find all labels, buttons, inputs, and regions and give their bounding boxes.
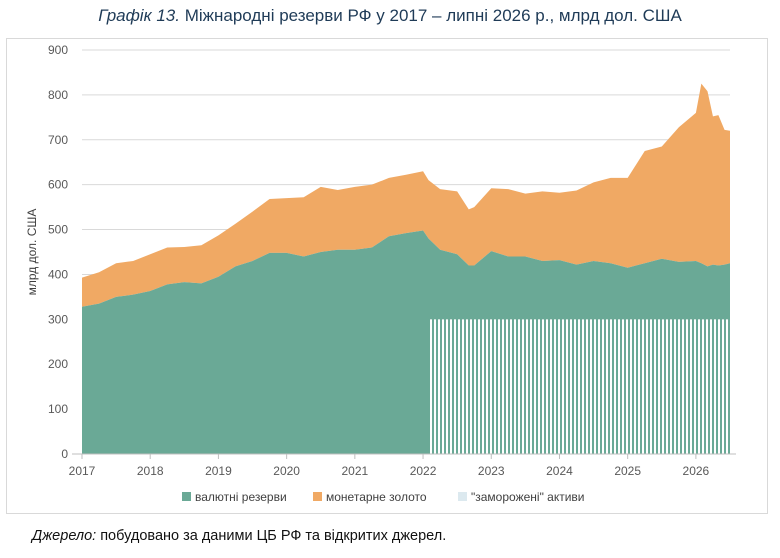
x-tick-label: 2017 bbox=[69, 464, 96, 478]
gold-area bbox=[82, 83, 730, 307]
x-tick-label: 2025 bbox=[614, 464, 641, 478]
x-tick-label: 2018 bbox=[137, 464, 164, 478]
source-text: побудовано за даними ЦБ РФ та відкритих … bbox=[100, 528, 447, 544]
legend: валютні резерви монетарне золото "замороже… bbox=[182, 490, 585, 504]
y-axis-label: млрд дол. США bbox=[25, 209, 39, 296]
y-tick-label: 400 bbox=[48, 267, 68, 281]
legend-label: валютні резерви bbox=[195, 490, 287, 504]
legend-swatch bbox=[458, 492, 467, 501]
axes: 0 100 200 300 400 500 600 700 800 900 2017 2018 2019… bbox=[25, 43, 736, 478]
x-tick-label: 2021 bbox=[341, 464, 368, 478]
x-tick-label: 2020 bbox=[273, 464, 300, 478]
source-note: Джерело: побудовано за даними ЦБ РФ та в… bbox=[32, 528, 446, 544]
y-tick-label: 900 bbox=[48, 43, 68, 57]
legend-label: "заморожені" активи bbox=[471, 490, 585, 504]
chart-title: Графік 13. Міжнародні резерви РФ у 2017 … bbox=[0, 6, 780, 26]
y-tick-label: 200 bbox=[48, 357, 68, 371]
legend-swatch bbox=[313, 492, 322, 501]
chart-area: 0 100 200 300 400 500 600 700 800 900 2017 2018 2019… bbox=[25, 43, 736, 504]
x-tick-label: 2026 bbox=[683, 464, 710, 478]
x-tick-label: 2019 bbox=[205, 464, 232, 478]
areas bbox=[82, 83, 730, 454]
chart-title-text: Міжнародні резерви РФ у 2017 – липні 202… bbox=[184, 6, 682, 25]
y-tick-label: 600 bbox=[48, 178, 68, 192]
y-tick-label: 100 bbox=[48, 402, 68, 416]
x-tick-label: 2023 bbox=[478, 464, 505, 478]
legend-label: монетарне золото bbox=[326, 490, 427, 504]
x-tick-label: 2024 bbox=[546, 464, 573, 478]
frozen-area bbox=[428, 319, 730, 454]
y-tick-label: 700 bbox=[48, 133, 68, 147]
legend-swatch bbox=[182, 492, 191, 501]
y-tick-label: 0 bbox=[61, 447, 68, 461]
y-tick-label: 500 bbox=[48, 223, 68, 237]
y-tick-label: 800 bbox=[48, 88, 68, 102]
source-label: Джерело: bbox=[32, 528, 97, 544]
x-tick-label: 2022 bbox=[410, 464, 437, 478]
chart-number: Графік 13. bbox=[98, 6, 180, 25]
y-tick-label: 300 bbox=[48, 312, 68, 326]
chart-frame bbox=[6, 38, 768, 514]
